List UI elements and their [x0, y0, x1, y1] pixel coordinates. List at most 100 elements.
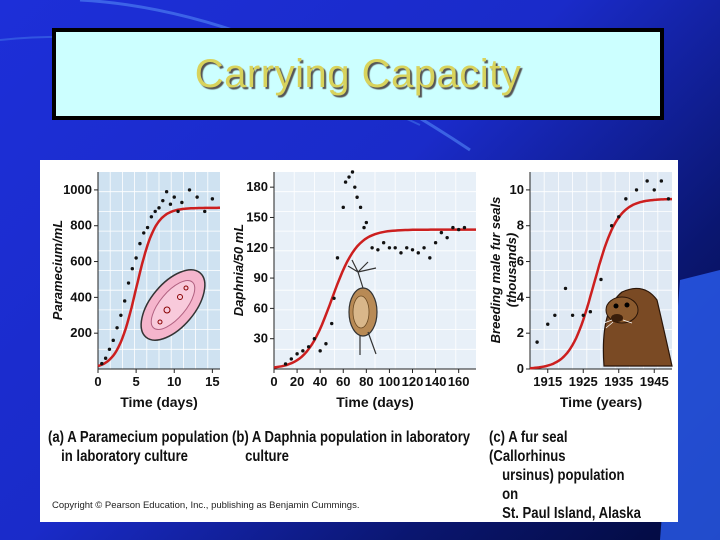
- data-point: [103, 356, 108, 360]
- data-point: [332, 296, 336, 300]
- data-point: [203, 209, 207, 214]
- data-point: [362, 225, 366, 230]
- data-point: [335, 256, 340, 260]
- data-point: [301, 349, 305, 353]
- data-point: [422, 246, 426, 250]
- data-point: [451, 225, 455, 230]
- data-point: [176, 209, 180, 214]
- data-point: [617, 215, 621, 219]
- data-point: [149, 215, 154, 219]
- data-point: [364, 220, 369, 225]
- data-point: [122, 299, 127, 303]
- data-point: [347, 175, 351, 179]
- slide-title: Carrying Capacity: [194, 51, 522, 96]
- data-point: [652, 188, 656, 192]
- title-box: Carrying Capacity: [52, 28, 664, 120]
- data-point: [100, 361, 104, 366]
- x-tick-label: 80: [359, 374, 373, 389]
- logistic-curve: [273, 228, 476, 369]
- y-tick-label: 180: [246, 179, 268, 194]
- y-tick-label: 150: [246, 209, 268, 224]
- x-tick-label: 160: [448, 374, 470, 389]
- data-point: [107, 347, 112, 351]
- data-point: [126, 281, 131, 285]
- data-point: [358, 205, 363, 210]
- y-tick-label: 0: [517, 361, 524, 376]
- y-tick-label: 2: [517, 325, 524, 340]
- data-point: [399, 251, 403, 255]
- x-tick-label: 1935: [604, 374, 633, 389]
- fur-seal-illustration: [602, 287, 673, 367]
- data-point: [353, 185, 357, 189]
- data-point: [570, 313, 575, 317]
- x-tick-label: 120: [402, 374, 424, 389]
- data-point: [187, 188, 192, 192]
- data-point: [535, 340, 539, 344]
- chart-paramecium: 200 400 600 800 1000 0 5 10 15 Time (days) Param…: [50, 172, 220, 410]
- data-point: [445, 235, 449, 240]
- y-tick-label: 60: [254, 300, 268, 315]
- data-point: [145, 225, 150, 230]
- data-point: [343, 180, 348, 184]
- data-point: [666, 197, 671, 201]
- y-axis-label: Breeding male fur seals: [488, 197, 503, 344]
- figure: 200 400 600 800 1000 0 5 10 15 Time (days) Param…: [40, 160, 678, 522]
- data-point: [134, 256, 138, 260]
- logistic-curve: [97, 206, 220, 368]
- data-point: [439, 230, 444, 235]
- plot-c: 0 2 4 6 8 10 1915 1925 1935 1945: [510, 172, 672, 389]
- data-point: [289, 357, 294, 361]
- data-point: [168, 202, 173, 206]
- data-point: [581, 313, 585, 317]
- caption-a: (a) A Paramecium population in laborator…: [48, 428, 229, 466]
- data-point: [659, 179, 664, 183]
- data-point: [599, 277, 603, 282]
- data-point: [330, 321, 334, 326]
- x-axis-label: Time (days): [120, 394, 198, 410]
- y-tick-label: 200: [70, 325, 92, 340]
- data-point: [609, 224, 614, 228]
- data-point: [393, 246, 397, 250]
- data-point: [195, 195, 199, 199]
- y-tick-label: 6: [517, 254, 524, 269]
- data-point: [546, 322, 550, 326]
- data-point: [111, 338, 115, 343]
- plot-a: 200 400 600 800 1000 0 5 10 15: [63, 172, 220, 389]
- logistic-curve: [529, 197, 672, 370]
- data-point: [350, 170, 355, 174]
- x-tick-label: 20: [290, 374, 304, 389]
- caption-b: (b) A Daphnia population in laboratory c…: [232, 428, 470, 466]
- caption-a-line1: (a) A Paramecium population: [48, 429, 229, 446]
- y-tick-label: 10: [510, 182, 524, 197]
- x-tick-label: 1925: [569, 374, 598, 389]
- data-point: [283, 362, 288, 366]
- x-tick-label: 100: [379, 374, 401, 389]
- data-point: [462, 225, 467, 230]
- data-point: [634, 188, 639, 192]
- data-point: [355, 195, 359, 199]
- y-tick-label: 120: [246, 240, 268, 255]
- y-tick-label: 400: [70, 289, 92, 304]
- data-point: [153, 209, 157, 214]
- x-tick-label: 0: [94, 374, 101, 389]
- paramecium-illustration: [140, 269, 206, 341]
- data-point: [645, 179, 649, 183]
- x-tick-label: 10: [167, 374, 181, 389]
- x-tick-label: 1915: [533, 374, 562, 389]
- y-axis-label: Daphnia/50 mL: [231, 224, 246, 317]
- data-point: [295, 352, 299, 356]
- y-tick-label: 800: [70, 218, 92, 233]
- y-axis-label-line1: Breeding male fur seals: [488, 197, 503, 344]
- data-point: [387, 246, 392, 250]
- x-tick-label: 140: [425, 374, 447, 389]
- data-point: [130, 267, 135, 271]
- data-point: [210, 197, 215, 201]
- data-point: [370, 246, 374, 250]
- data-point: [624, 197, 628, 201]
- y-tick-label: 30: [254, 331, 268, 346]
- daphnia-illustration: [347, 259, 378, 355]
- data-point: [161, 198, 165, 203]
- data-point: [324, 342, 328, 346]
